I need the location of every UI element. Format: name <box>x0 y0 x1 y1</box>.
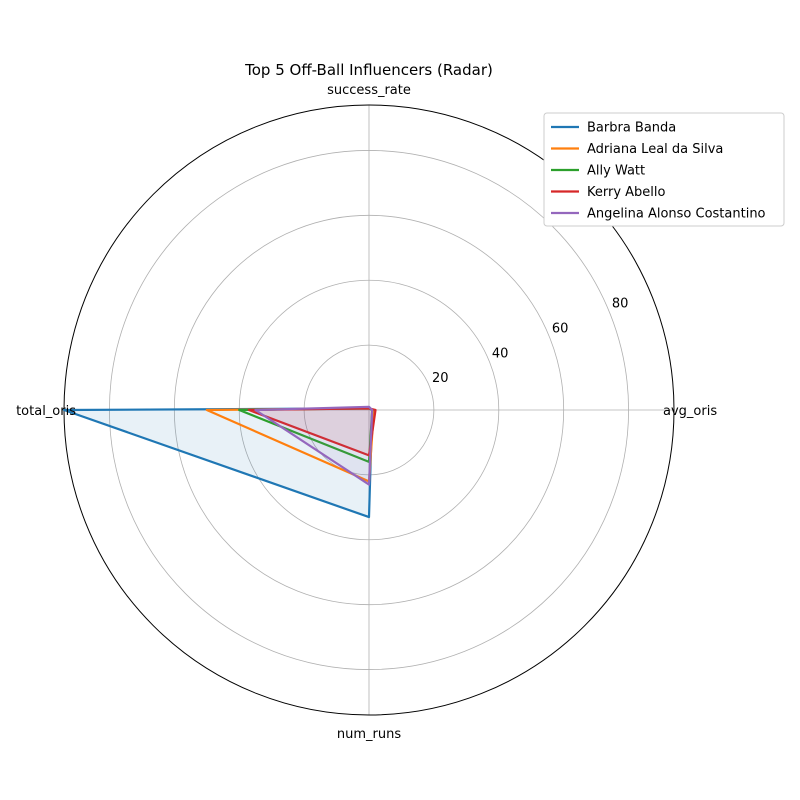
legend-label-0: Barbra Banda <box>587 121 676 136</box>
legend-label-3: Kerry Abello <box>587 185 666 200</box>
radial-grid: 20 40 60 80 <box>63 104 675 716</box>
axis-label-success_rate: success_rate <box>327 83 411 98</box>
series-fill-4 <box>255 406 373 485</box>
rtick-label-80: 80 <box>612 297 629 312</box>
chart-title: Top 5 Off-Ball Influencers (Radar) <box>244 61 493 79</box>
legend: Barbra Banda Adriana Leal da Silva Ally Wa… <box>543 112 785 227</box>
axis-label-total_oris: total_oris <box>16 404 76 419</box>
rtick-label-40: 40 <box>492 346 509 361</box>
series-fill-3 <box>248 408 376 456</box>
rtick-label-60: 60 <box>552 321 569 336</box>
series-layer <box>62 405 377 519</box>
legend-frame <box>543 112 785 227</box>
rtick-label-20: 20 <box>432 371 449 386</box>
legend-label-1: Adriana Leal da Silva <box>587 142 723 157</box>
axis-label-num_runs: num_runs <box>337 727 401 742</box>
series-line-4 <box>254 405 374 486</box>
legend-label-4: Angelina Alonso Costantino <box>587 207 766 222</box>
legend-label-2: Ally Watt <box>587 164 645 179</box>
axis-label-avg_oris: avg_oris <box>663 404 717 419</box>
axis-labels: success_rate avg_oris num_runs total_oris <box>16 83 717 742</box>
